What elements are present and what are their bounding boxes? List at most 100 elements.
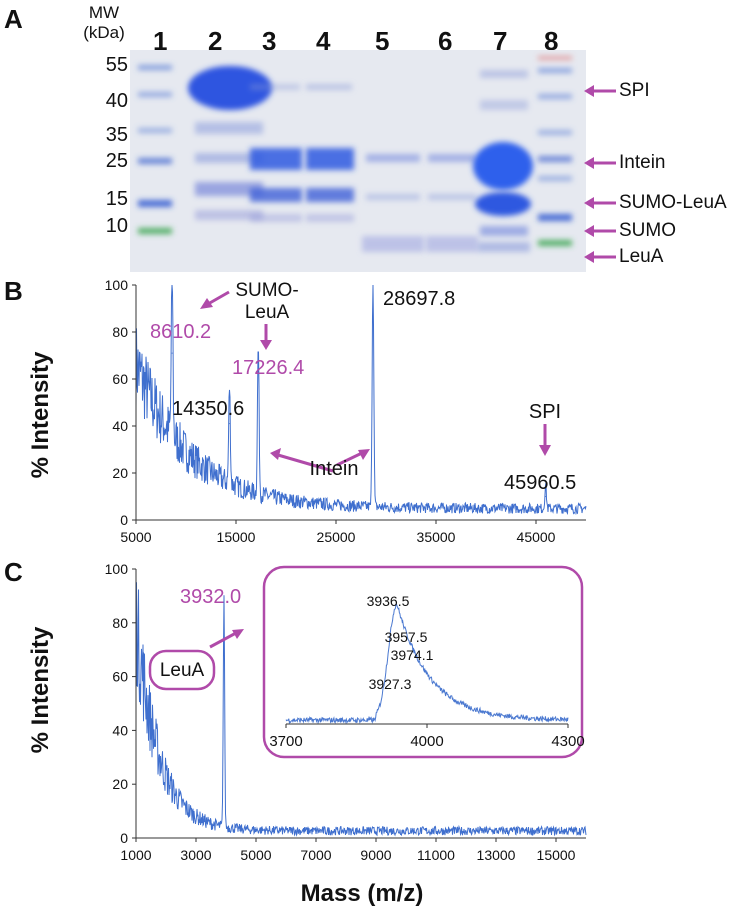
x-tick-label: 35000	[417, 529, 456, 545]
annotation-arrows-b	[200, 290, 551, 473]
panel-letter-a: A	[4, 4, 23, 34]
gel-image	[130, 50, 586, 272]
inset-peak-label-3957: 3957.5	[385, 629, 428, 645]
spectrum-chart-b: % Intensity 0 20 40 60 80 100 5000 15000 25000 3…	[27, 277, 587, 545]
peak-point	[257, 371, 259, 373]
x-tick-label: 15000	[537, 847, 576, 863]
x-tick-label: 9000	[360, 847, 391, 863]
band-label-sumo-leua: SUMO-LeuA	[619, 192, 727, 213]
gel-lane-6	[426, 154, 478, 252]
mw-marker-35: 35	[105, 124, 128, 146]
y-ticks-c: 0 20 40 60 80 100	[105, 561, 136, 846]
y-tick-label: 0	[120, 512, 128, 528]
peak-point	[372, 289, 374, 291]
ladder-lane-1	[138, 65, 172, 234]
inset-peak-label-3927: 3927.3	[369, 676, 412, 692]
spectrum-trace-b	[135, 284, 587, 515]
panel-letter-c: C	[4, 557, 23, 587]
lane-number-7: 7	[493, 26, 508, 56]
inset-peak-label-3974: 3974.1	[391, 647, 434, 663]
y-tick-label: 60	[112, 669, 128, 685]
annotation-sumo-line1: SUMO-	[235, 280, 298, 301]
inset-peak-label-3936: 3936.5	[367, 593, 410, 609]
x-tick-label: 5000	[240, 847, 271, 863]
spectrum-chart-c: % Intensity Mass (m/z) 0 20 40 60 80 100 1000…	[27, 561, 587, 907]
x-axis-label-c: Mass (m/z)	[301, 880, 424, 907]
x-tick-label: 5000	[120, 529, 151, 545]
peak-point	[223, 606, 225, 608]
lane-number-4: 4	[316, 26, 331, 56]
x-ticks-b: 5000 15000 25000 35000 45000	[120, 520, 556, 545]
lane-number-1: 1	[153, 26, 168, 56]
panel-letter-b: B	[4, 276, 23, 306]
mw-header-line1: MW	[88, 3, 120, 22]
inset-chart: 3700 4000 4300 3936.5 3957.5 3974.1 3927.3	[262, 565, 585, 759]
annotation-leua: LeuA	[160, 660, 205, 681]
lane-number-2: 2	[208, 26, 223, 56]
y-axis-label-c: % Intensity	[27, 626, 54, 753]
mw-marker-15: 15	[105, 188, 128, 210]
x-tick-label: 3000	[180, 847, 211, 863]
peak-point	[229, 423, 231, 425]
peak-point	[171, 352, 173, 354]
annotation-intein: Intein	[310, 458, 359, 480]
lane-number-5: 5	[375, 26, 390, 56]
y-tick-label: 20	[112, 776, 128, 792]
peak-label-3932: 3932.0	[180, 586, 241, 608]
inset-x-ticks: 3700 4000 4300	[269, 724, 585, 750]
mw-marker-40: 40	[105, 90, 128, 112]
annotation-arrow-c	[209, 629, 244, 649]
x-tick-label: 11000	[417, 847, 455, 863]
x-tick-label: 1000	[120, 847, 151, 863]
annotation-spi: SPI	[529, 401, 561, 423]
x-tick-label: 13000	[477, 847, 516, 863]
mw-marker-10: 10	[105, 215, 128, 237]
lane-number-3: 3	[262, 26, 277, 56]
inset-x-tick-label: 3700	[269, 733, 302, 750]
inset-x-tick-label: 4000	[410, 733, 443, 750]
x-tick-label: 45000	[517, 529, 556, 545]
y-axis-label-b: % Intensity	[27, 351, 54, 478]
gel-lane-5	[362, 154, 424, 252]
inset-trace	[285, 603, 569, 725]
ladder-lane-8	[538, 56, 572, 246]
inset-x-tick-label: 4300	[551, 733, 584, 750]
gel-lane-3	[250, 84, 302, 222]
peak-label-17226: 17226.4	[232, 357, 304, 379]
peak-point	[545, 496, 547, 497]
y-tick-label: 80	[112, 615, 128, 631]
peak-label-45960: 45960.5	[504, 472, 576, 494]
band-label-intein: Intein	[619, 152, 666, 173]
y-ticks-b: 0 20 40 60 80 100	[105, 277, 136, 528]
peak-label-14350: 14350.6	[172, 398, 244, 420]
band-label-spi: SPI	[619, 80, 650, 101]
leua-label-box	[148, 649, 216, 691]
y-tick-label: 80	[112, 324, 128, 340]
lane-number-8: 8	[544, 26, 559, 56]
band-label-sumo: SUMO	[619, 220, 676, 241]
x-tick-label: 15000	[217, 529, 256, 545]
peak-label-28697: 28697.8	[383, 288, 455, 310]
y-tick-label: 60	[112, 371, 128, 387]
x-tick-label: 25000	[317, 529, 356, 545]
x-ticks-c: 1000 3000 5000 7000 9000 11000 13000 15000	[120, 838, 576, 863]
x-tick-label: 7000	[300, 847, 331, 863]
annotation-sumo-line2: LeuA	[245, 302, 290, 323]
mw-marker-25: 25	[105, 150, 128, 172]
lane-number-6: 6	[438, 26, 453, 56]
y-tick-label: 100	[105, 277, 129, 293]
y-tick-label: 0	[120, 830, 128, 846]
spectrum-trace-c	[135, 582, 587, 837]
mw-header-line2: (kDa)	[83, 23, 125, 42]
gel-lane-7	[473, 70, 533, 252]
y-tick-label: 40	[112, 418, 128, 434]
peak-label-8610: 8610.2	[150, 321, 211, 343]
band-label-leua: LeuA	[619, 246, 664, 267]
inset-frame	[262, 565, 584, 759]
y-tick-label: 100	[105, 561, 129, 577]
gel-lane-4	[306, 84, 354, 222]
band-arrows	[584, 85, 616, 263]
mw-marker-55: 55	[105, 54, 128, 76]
gel-lane-2	[188, 66, 272, 220]
y-tick-label: 40	[112, 722, 128, 738]
